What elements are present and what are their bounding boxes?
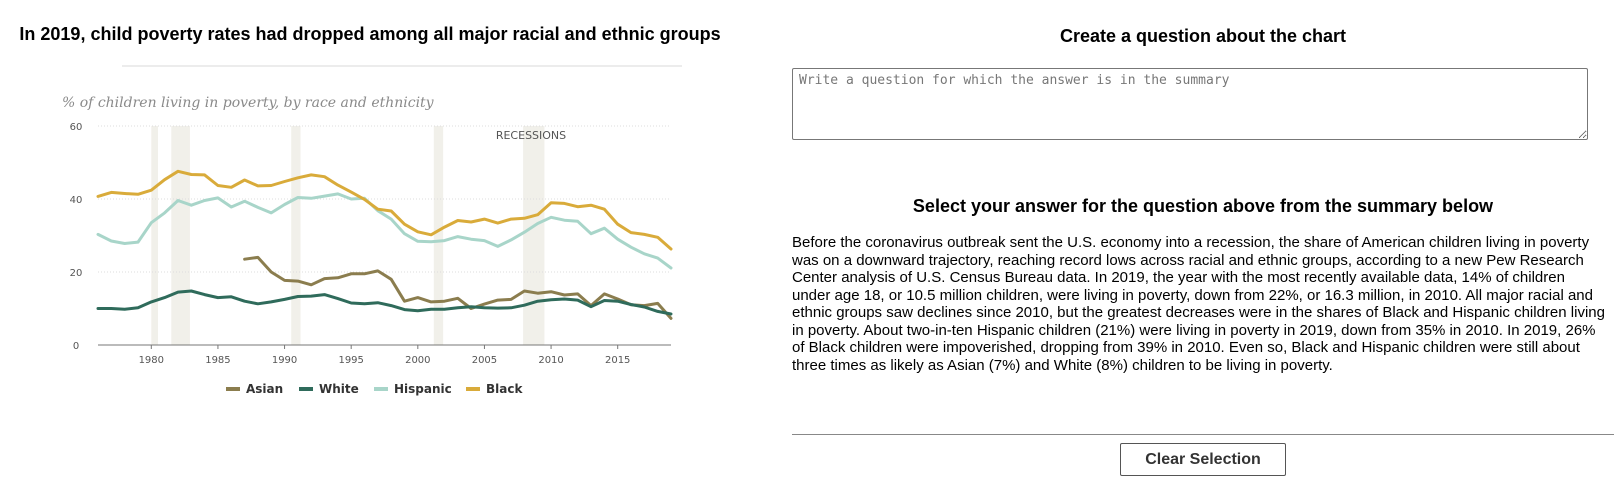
series-line-black: [96, 169, 673, 251]
recessions-label: RECESSIONS: [496, 129, 566, 142]
series-lines: [96, 169, 673, 320]
y-tick-label: 0: [73, 341, 79, 352]
x-tick-label: 2005: [472, 355, 497, 366]
y-tick-label: 20: [70, 268, 83, 279]
gridlines: [98, 125, 671, 346]
series-line-white: [96, 289, 673, 316]
divider: [792, 434, 1614, 435]
question-input[interactable]: [792, 68, 1588, 140]
legend-label-black: Black: [486, 382, 523, 396]
question-heading: Create a question about the chart: [1059, 26, 1347, 46]
recession-band-4: [433, 126, 444, 345]
legend: Asian White Hispanic Black: [226, 382, 523, 396]
x-tick-label: 1985: [205, 355, 230, 366]
legend-label-white: White: [319, 382, 359, 396]
chart-title: In 2019, child poverty rates had dropped…: [19, 24, 721, 44]
x-tick-label: 2015: [605, 355, 630, 366]
recession-bands: [151, 126, 545, 345]
x-tick-label: 1995: [338, 355, 363, 366]
recession-band-5: [523, 126, 545, 345]
x-tick-label: 1980: [139, 355, 164, 366]
recession-band-3: [291, 126, 301, 345]
series-line-hispanic: [96, 192, 673, 270]
recession-band-2: [171, 126, 190, 345]
x-tick-label: 1990: [272, 355, 297, 366]
clear-selection-button[interactable]: Clear Selection: [1120, 443, 1286, 476]
series-line-asian: [243, 255, 673, 320]
axis-ticks: 0 20 40 60 1980 1985 1990 1995 2000 2005 2010 2015: [70, 122, 631, 366]
chart-subtitle: % of children living in poverty, by race…: [62, 95, 435, 111]
legend-label-hispanic: Hispanic: [394, 382, 452, 396]
y-tick-label: 40: [70, 195, 83, 206]
x-tick-label: 2000: [405, 355, 430, 366]
chart-svg: % of children living in poverty, by race…: [62, 65, 682, 396]
summary-text[interactable]: Before the coronavirus outbreak sent the…: [792, 234, 1605, 374]
recession-band-1: [151, 126, 158, 345]
legend-label-asian: Asian: [246, 382, 283, 396]
line-chart: % of children living in poverty, by race…: [0, 60, 740, 420]
answer-heading: Select your answer for the question abov…: [912, 196, 1494, 216]
x-tick-label: 2010: [538, 355, 563, 366]
y-tick-label: 60: [70, 122, 83, 133]
